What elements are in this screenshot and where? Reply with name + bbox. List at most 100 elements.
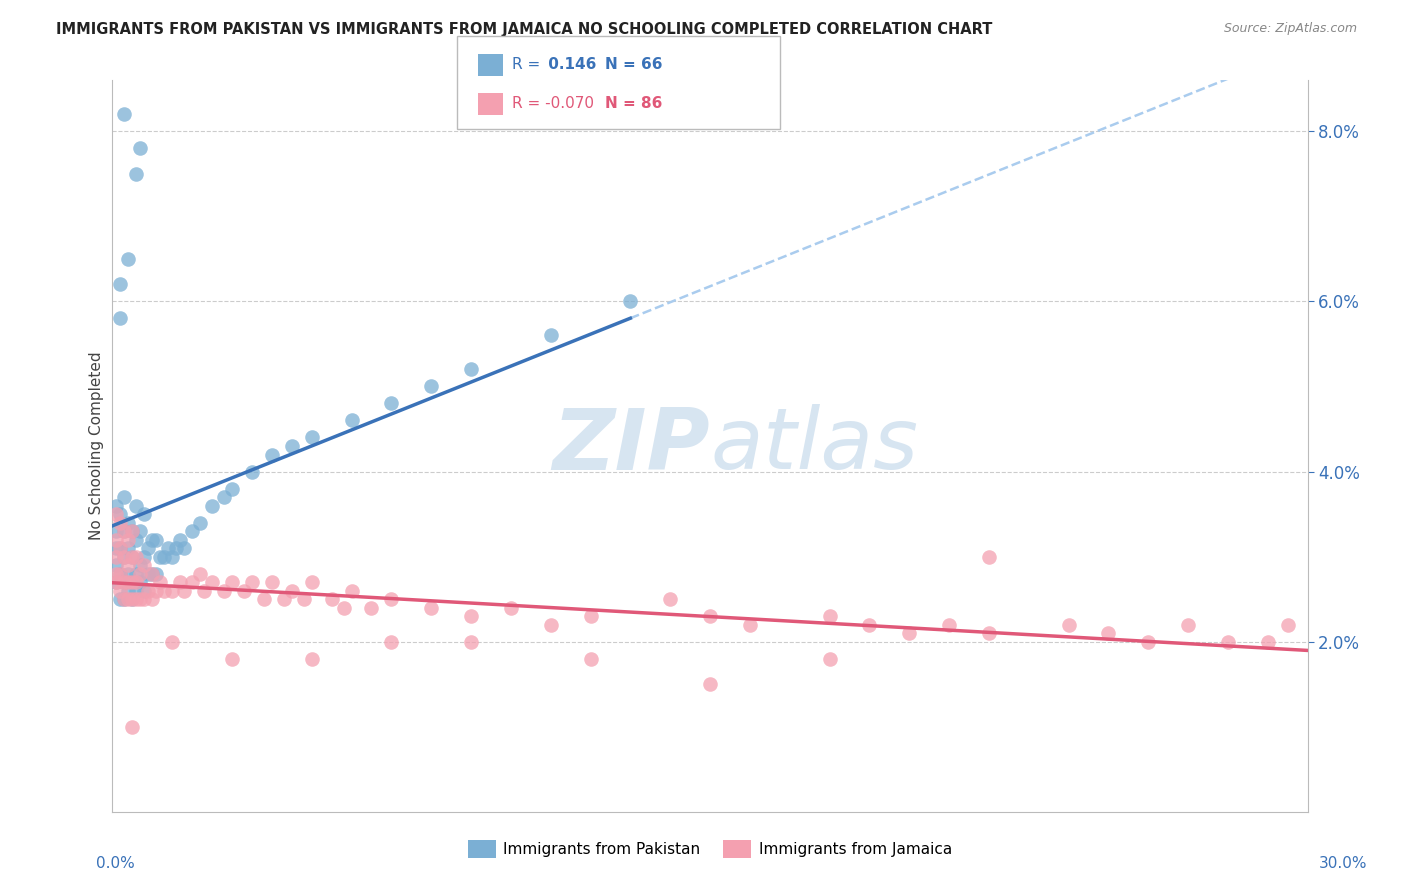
Point [169,533,191,547]
Point [499,600,522,615]
Point [105,575,128,590]
Point [699,609,721,624]
Point [125,566,148,581]
Point [281,439,304,453]
Point [977,626,1000,640]
Point [332,600,354,615]
Point [460,362,482,376]
Point [162,634,183,648]
Text: R = -0.070: R = -0.070 [512,96,593,112]
Point [105,566,128,581]
Point [117,541,139,555]
Point [114,524,135,538]
Text: IMMIGRANTS FROM PAKISTAN VS IMMIGRANTS FROM JAMAICA NO SCHOOLING COMPLETED CORRE: IMMIGRANTS FROM PAKISTAN VS IMMIGRANTS F… [56,22,993,37]
Point [938,617,960,632]
Point [110,311,132,326]
Point [301,575,323,590]
Point [212,490,235,504]
Point [301,651,323,665]
Point [380,396,402,410]
Point [125,499,148,513]
Point [1216,634,1239,648]
Point [110,583,132,598]
Point [125,575,148,590]
Point [181,524,204,538]
Text: N = 86: N = 86 [605,96,662,112]
Point [114,549,135,564]
Point [134,507,156,521]
Point [360,600,382,615]
Point [188,516,211,530]
Point [110,592,132,607]
Point [1277,617,1299,632]
Point [125,583,148,598]
Point [977,549,1000,564]
Point [321,592,343,607]
Point [110,541,132,555]
Point [173,541,195,555]
Point [117,252,139,266]
Point [149,575,172,590]
Point [125,167,148,181]
Text: atlas: atlas [710,404,918,488]
Text: N = 66: N = 66 [605,57,662,72]
Point [380,592,402,607]
Point [138,583,160,598]
Point [105,533,128,547]
Point [273,592,295,607]
Point [110,566,132,581]
Point [114,490,135,504]
Point [121,575,143,590]
Point [110,516,132,530]
Point [738,617,761,632]
Point [105,541,128,555]
Point [117,566,139,581]
Point [121,524,143,538]
Point [253,592,276,607]
Point [240,465,263,479]
Point [105,549,128,564]
Point [121,549,143,564]
Point [117,575,139,590]
Point [129,575,152,590]
Point [181,575,204,590]
Point [134,592,156,607]
Point [114,524,135,538]
Point [1137,634,1160,648]
Point [579,651,602,665]
Point [162,549,183,564]
Point [201,575,224,590]
Point [114,549,135,564]
Point [221,651,243,665]
Point [212,583,235,598]
Point [141,533,163,547]
Text: 0.0%: 0.0% [96,856,135,871]
Text: 0.146: 0.146 [543,57,596,72]
Point [114,592,135,607]
Point [281,583,304,598]
Point [121,549,143,564]
Text: ZIP: ZIP [553,404,710,488]
Point [129,558,152,572]
Point [340,583,363,598]
Point [114,592,135,607]
Point [117,583,139,598]
Point [117,533,139,547]
Point [260,448,283,462]
Point [233,583,256,598]
Point [129,141,152,155]
Point [145,566,167,581]
Point [201,499,224,513]
Point [380,634,402,648]
Point [1097,626,1119,640]
Point [340,413,363,427]
Point [188,566,211,581]
Point [221,482,243,496]
Point [105,575,128,590]
Point [134,549,156,564]
Point [240,575,263,590]
Point [699,677,721,691]
Point [173,583,195,598]
Point [540,328,562,343]
Point [121,592,143,607]
